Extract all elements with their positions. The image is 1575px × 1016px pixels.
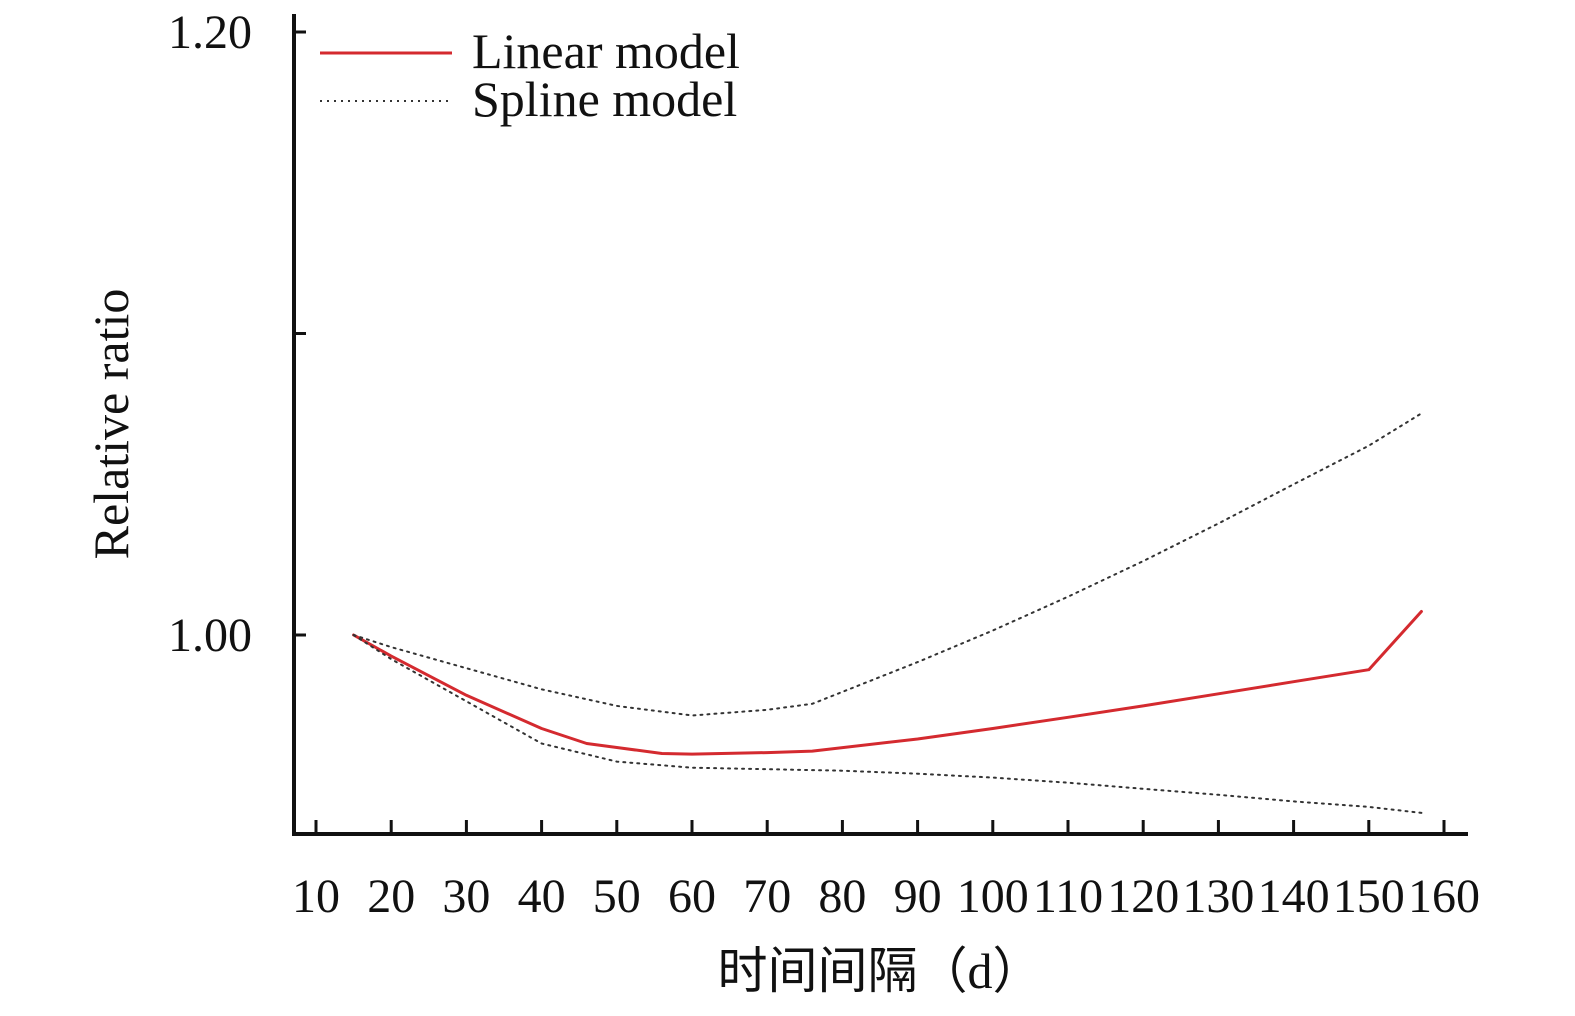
axes (292, 14, 1468, 836)
series-line-spline-model (352, 412, 1423, 717)
series-line-linear-model (352, 610, 1423, 756)
series-layer (352, 412, 1423, 814)
x-tick-label: 100 (957, 870, 1029, 923)
x-tick-label: 90 (894, 870, 942, 923)
y-axis-label: Relative ratio (83, 289, 139, 560)
y-tick-label: 1.00 (168, 609, 252, 662)
x-tick-label: 130 (1182, 870, 1254, 923)
x-tick-label: 60 (668, 870, 716, 923)
x-tick-label: 30 (442, 870, 490, 923)
x-tick-label: 40 (518, 870, 566, 923)
x-tick-label: 160 (1408, 870, 1480, 923)
x-tick-label: 10 (292, 870, 340, 923)
x-tick-label: 110 (1033, 870, 1103, 923)
x-tick-label: 150 (1333, 870, 1405, 923)
x-tick-label: 140 (1258, 870, 1330, 923)
x-tick-label: 80 (818, 870, 866, 923)
y-tick-label: 1.20 (168, 6, 252, 59)
y-ticks: 1.00 1.20 (168, 6, 306, 662)
x-axis-label: 时间间隔（d） (718, 943, 1043, 999)
legend-label-spline-model: Spline model (472, 71, 737, 127)
legend: Linear model Spline model (320, 23, 740, 127)
x-tick-label: 120 (1107, 870, 1179, 923)
x-tick-label: 70 (743, 870, 791, 923)
x-ticks: 10 20 30 40 50 60 70 80 90 100 110 120 130 140 150 160 (292, 820, 1480, 923)
x-tick-label: 20 (367, 870, 415, 923)
series-line-spline-lower-bound (352, 634, 1423, 814)
x-tick-label: 50 (593, 870, 641, 923)
legend-label-linear-model: Linear model (472, 23, 740, 79)
